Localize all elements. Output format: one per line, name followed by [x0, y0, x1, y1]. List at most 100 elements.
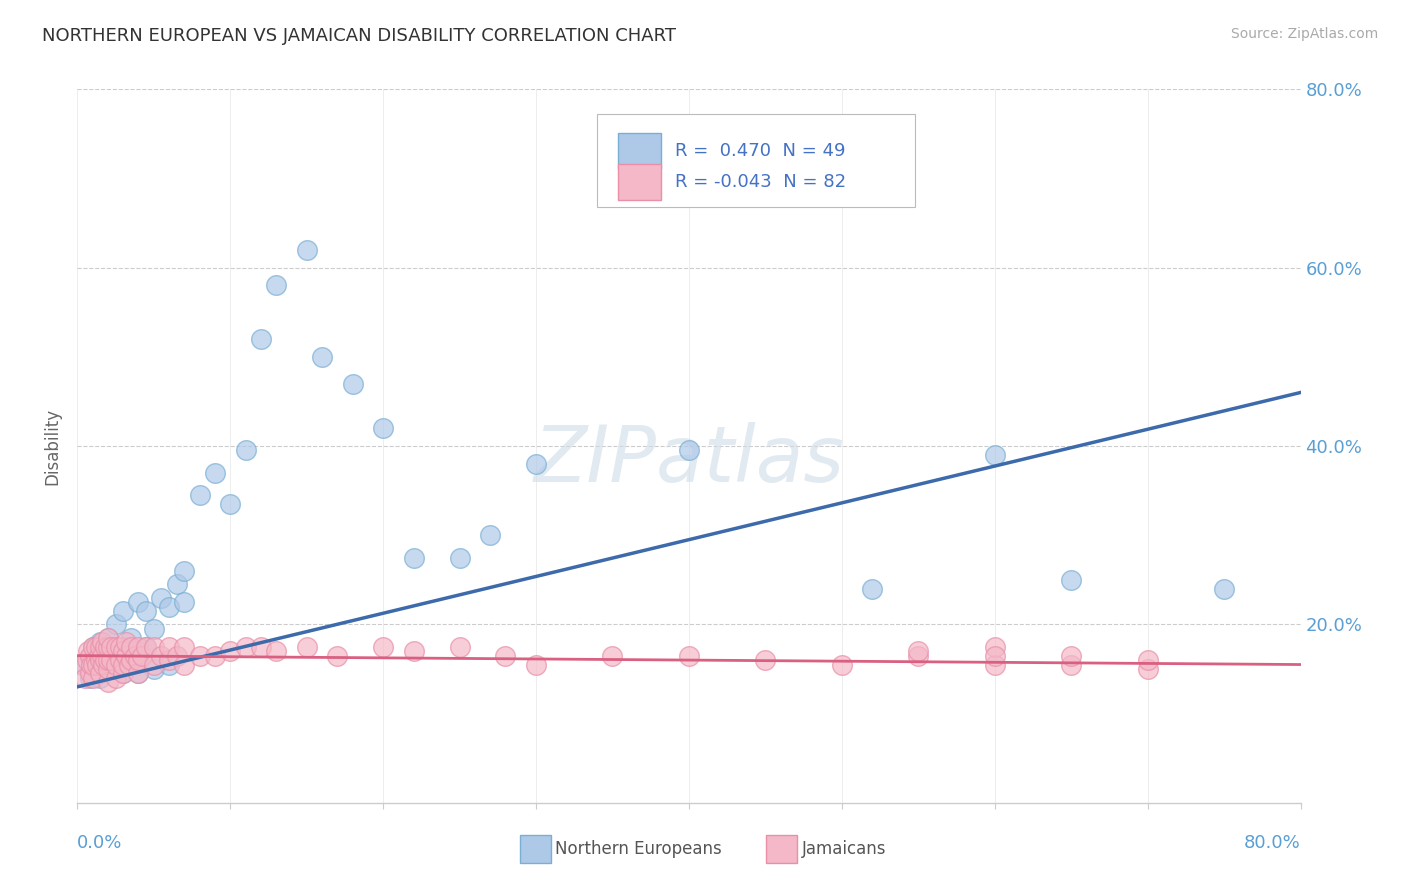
- Point: [90, 635, 112, 649]
- Point: [295, 640, 318, 654]
- Point: [94, 653, 117, 667]
- Point: [115, 635, 138, 649]
- Point: [219, 644, 242, 658]
- Point: [371, 640, 394, 654]
- Point: [295, 243, 318, 257]
- Point: [97, 644, 120, 658]
- Point: [100, 640, 122, 654]
- Point: [112, 666, 135, 681]
- Point: [91, 657, 114, 672]
- Point: [84, 653, 107, 667]
- Point: [84, 640, 107, 654]
- Point: [135, 604, 157, 618]
- Point: [173, 595, 195, 609]
- Point: [150, 648, 173, 663]
- Point: [907, 644, 929, 658]
- Point: [862, 582, 884, 596]
- Point: [97, 675, 120, 690]
- Point: [82, 640, 104, 654]
- Point: [73, 671, 96, 685]
- Point: [264, 644, 287, 658]
- Point: [402, 644, 425, 658]
- Point: [120, 640, 142, 654]
- Text: Jamaicans: Jamaicans: [801, 840, 886, 858]
- Point: [108, 640, 131, 654]
- Point: [142, 662, 165, 676]
- Point: [235, 640, 257, 654]
- Point: [86, 657, 108, 672]
- Point: [128, 595, 150, 609]
- Point: [112, 666, 135, 681]
- Point: [1136, 653, 1159, 667]
- Point: [602, 648, 624, 663]
- Text: 80.0%: 80.0%: [1244, 834, 1301, 852]
- Point: [449, 550, 471, 565]
- Point: [326, 648, 349, 663]
- Point: [79, 648, 101, 663]
- Point: [188, 488, 211, 502]
- Point: [112, 644, 135, 658]
- Point: [104, 653, 127, 667]
- Point: [97, 631, 120, 645]
- FancyBboxPatch shape: [619, 134, 661, 169]
- Point: [166, 648, 188, 663]
- Point: [94, 653, 117, 667]
- Point: [112, 604, 135, 618]
- Point: [120, 631, 142, 645]
- Point: [128, 666, 150, 681]
- Point: [142, 640, 165, 654]
- Point: [173, 640, 195, 654]
- Point: [907, 648, 929, 663]
- Point: [104, 657, 127, 672]
- Text: 0.0%: 0.0%: [77, 834, 122, 852]
- Text: NORTHERN EUROPEAN VS JAMAICAN DISABILITY CORRELATION CHART: NORTHERN EUROPEAN VS JAMAICAN DISABILITY…: [42, 27, 676, 45]
- Point: [120, 648, 142, 663]
- Point: [82, 648, 104, 663]
- Point: [235, 443, 257, 458]
- Point: [1060, 648, 1083, 663]
- Point: [204, 648, 226, 663]
- Point: [342, 376, 364, 391]
- Point: [311, 350, 333, 364]
- Text: R = -0.043  N = 82: R = -0.043 N = 82: [675, 173, 846, 191]
- Point: [120, 653, 142, 667]
- Point: [188, 648, 211, 663]
- Point: [112, 657, 135, 672]
- Point: [124, 648, 146, 663]
- Point: [250, 332, 273, 346]
- Point: [82, 671, 104, 685]
- Point: [97, 662, 120, 676]
- Point: [984, 640, 1007, 654]
- Point: [112, 640, 135, 654]
- Point: [495, 648, 517, 663]
- Point: [89, 640, 111, 654]
- Point: [100, 653, 122, 667]
- Point: [678, 648, 700, 663]
- Point: [87, 648, 110, 663]
- Point: [104, 617, 127, 632]
- Point: [157, 657, 180, 672]
- Point: [157, 640, 180, 654]
- Point: [80, 657, 103, 672]
- Point: [97, 653, 120, 667]
- Point: [250, 640, 273, 654]
- Point: [70, 657, 93, 672]
- Point: [104, 640, 127, 654]
- Point: [128, 666, 150, 681]
- Point: [128, 640, 150, 654]
- FancyBboxPatch shape: [598, 114, 915, 207]
- Point: [97, 657, 120, 672]
- Text: Source: ZipAtlas.com: Source: ZipAtlas.com: [1230, 27, 1378, 41]
- Point: [219, 497, 242, 511]
- Point: [204, 466, 226, 480]
- Point: [79, 671, 101, 685]
- Text: Northern Europeans: Northern Europeans: [555, 840, 723, 858]
- Point: [402, 550, 425, 565]
- Point: [97, 640, 120, 654]
- Point: [94, 640, 117, 654]
- Point: [1060, 573, 1083, 587]
- Point: [142, 622, 165, 636]
- Point: [79, 666, 101, 681]
- Point: [678, 443, 700, 458]
- Point: [173, 657, 195, 672]
